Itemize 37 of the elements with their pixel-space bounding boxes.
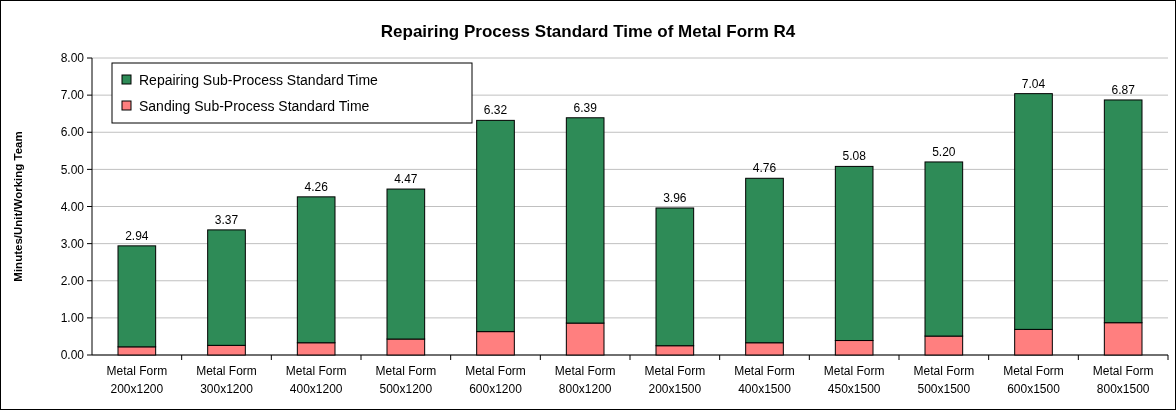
x-tick-label: Metal Form 300x1200 bbox=[196, 364, 257, 396]
y-tick-label: 0.00 bbox=[60, 348, 85, 363]
y-tick-label: 3.00 bbox=[60, 236, 85, 251]
y-tick-label: 4.00 bbox=[60, 199, 85, 214]
y-tick-label: 5.00 bbox=[60, 162, 85, 177]
y-tick-label: 7.00 bbox=[60, 88, 85, 103]
total-label: 3.96 bbox=[663, 190, 687, 205]
legend-label: Repairing Sub-Process Standard Time bbox=[139, 71, 379, 88]
x-tick-label: Metal Form 450x1500 bbox=[823, 364, 885, 396]
x-tick-label: Metal Form 600x1500 bbox=[1003, 364, 1064, 396]
total-label: 5.20 bbox=[932, 144, 956, 159]
x-tick-label: Metal Form 800x1200 bbox=[554, 364, 616, 396]
y-axis-title: Minutes/Unit/Working Team bbox=[12, 131, 24, 282]
chart-title: Repairing Process Standard Time of Metal Form R4 bbox=[380, 22, 796, 41]
x-tick-label: Metal Form 200x1200 bbox=[106, 364, 168, 396]
total-label: 6.32 bbox=[483, 103, 508, 118]
total-label: 7.04 bbox=[1021, 76, 1046, 91]
total-label: 4.47 bbox=[394, 172, 418, 187]
total-label: 3.37 bbox=[214, 212, 239, 227]
total-label: 5.08 bbox=[842, 149, 867, 164]
total-label: 4.76 bbox=[752, 161, 777, 176]
total-label: 6.39 bbox=[573, 100, 598, 115]
x-tick-label: Metal Form 500x1200 bbox=[375, 364, 437, 396]
x-tick-label: Metal Form 600x1200 bbox=[465, 364, 526, 396]
total-label: 2.94 bbox=[125, 228, 149, 243]
total-label: 4.26 bbox=[304, 179, 329, 194]
y-tick-label: 6.00 bbox=[60, 125, 85, 140]
y-tick-label: 8.00 bbox=[60, 51, 85, 66]
x-tick-label: Metal Form 400x1500 bbox=[734, 364, 795, 396]
x-tick-label: Metal Form 200x1500 bbox=[644, 364, 706, 396]
y-tick-label: 2.00 bbox=[60, 273, 85, 288]
y-tick-label: 1.00 bbox=[60, 311, 85, 326]
legend-label: Sanding Sub-Process Standard Time bbox=[139, 97, 370, 114]
x-tick-label: Metal Form 400x1200 bbox=[285, 364, 347, 396]
x-tick-label: Metal Form 800x1500 bbox=[1092, 364, 1154, 396]
x-tick-label: Metal Form 500x1500 bbox=[913, 364, 975, 396]
total-label: 6.87 bbox=[1111, 82, 1136, 97]
